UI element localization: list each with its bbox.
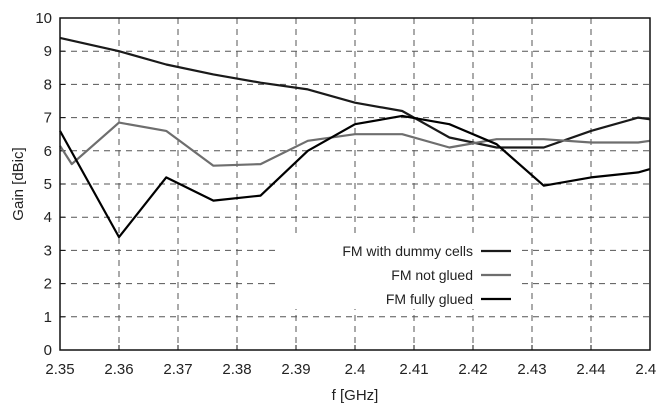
x-tick-label: 2.44 bbox=[576, 361, 605, 378]
x-tick-label: 2.43 bbox=[517, 361, 546, 378]
legend-label-3: FM fully glued bbox=[386, 291, 473, 307]
series-line-1 bbox=[59, 36, 651, 149]
series-line-2 bbox=[59, 121, 651, 167]
series-line-3 bbox=[59, 114, 651, 239]
y-axis-label: Gain [dBic] bbox=[10, 147, 27, 220]
x-axis-label: f [GHz] bbox=[332, 387, 379, 404]
y-tick-label: 5 bbox=[44, 176, 52, 193]
x-tick-label: 2.36 bbox=[104, 361, 133, 378]
legend: FM with dummy cells FM not glued FM fully … bbox=[276, 233, 518, 309]
y-tick-label: 3 bbox=[44, 242, 52, 259]
plot-frame bbox=[59, 17, 651, 351]
x-tick-label: 2.37 bbox=[163, 361, 192, 378]
y-tick-label: 8 bbox=[44, 76, 52, 93]
x-tick-label: 2.38 bbox=[222, 361, 251, 378]
y-tick-label: 4 bbox=[44, 209, 52, 226]
x-tick-label: 2.39 bbox=[281, 361, 310, 378]
x-tick-label: 2.42 bbox=[458, 361, 487, 378]
y-tick-label: 2 bbox=[44, 276, 52, 293]
y-tick-label: 1 bbox=[44, 309, 52, 326]
y-tick-label: 7 bbox=[44, 110, 52, 127]
x-tick-label: 2.35 bbox=[45, 361, 74, 378]
y-tick-label: 0 bbox=[44, 342, 52, 359]
x-tick-label: 2.4 bbox=[345, 361, 366, 378]
y-tick-label: 10 bbox=[35, 10, 52, 27]
y-tick-label: 9 bbox=[44, 43, 52, 60]
x-tick-label: 2.41 bbox=[399, 361, 428, 378]
series-lines bbox=[59, 36, 651, 239]
legend-label-2: FM not glued bbox=[391, 267, 473, 283]
legend-background bbox=[276, 233, 518, 309]
x-tick-label: 2.45 bbox=[635, 361, 656, 378]
x-tick-labels: 2.35 2.36 2.37 2.38 2.39 2.4 2.41 2.42 2.43 2.44 2… bbox=[45, 361, 656, 378]
y-tick-labels: 0 1 2 3 4 5 6 7 8 9 10 bbox=[35, 10, 52, 359]
legend-label-1: FM with dummy cells bbox=[342, 243, 473, 259]
y-tick-label: 6 bbox=[44, 143, 52, 160]
